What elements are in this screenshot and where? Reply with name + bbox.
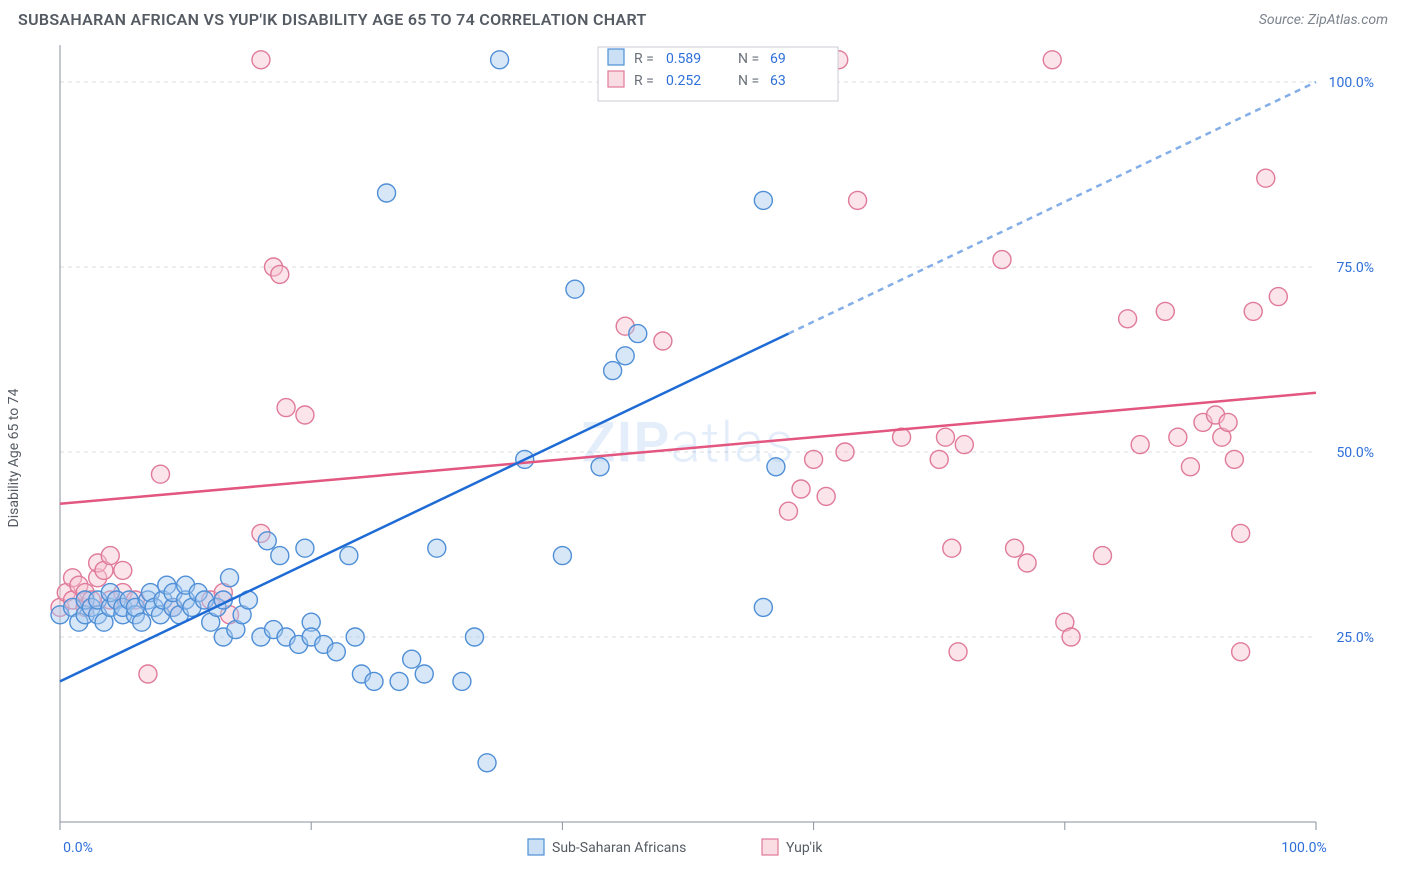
series-a-point <box>390 672 408 690</box>
series-b-point <box>936 428 954 446</box>
y-tick-label: 75.0% <box>1336 260 1374 276</box>
chart-title: SUBSAHARAN AFRICAN VS YUP'IK DISABILITY … <box>18 10 647 29</box>
series-a-point <box>491 51 509 69</box>
series-b-point <box>271 265 289 283</box>
series-a-point <box>327 643 345 661</box>
series-b-point <box>1062 628 1080 646</box>
series-b-point <box>792 480 810 498</box>
y-tick-label: 25.0% <box>1336 630 1374 646</box>
series-b-point <box>654 332 672 350</box>
series-b-point <box>1169 428 1187 446</box>
trendline-a <box>60 334 788 682</box>
source-attribution: Source: ZipAtlas.com <box>1259 12 1388 28</box>
series-b-point <box>1225 450 1243 468</box>
y-tick-label: 50.0% <box>1336 445 1374 461</box>
series-b-point <box>114 561 132 579</box>
series-b-point <box>139 665 157 683</box>
series-b-point <box>1006 539 1024 557</box>
series-b-point <box>101 547 119 565</box>
series-b-point <box>1043 51 1061 69</box>
series-b-point <box>817 487 835 505</box>
series-a-point <box>415 665 433 683</box>
series-b-point <box>1232 524 1250 542</box>
legend-n-label: N = <box>738 51 759 67</box>
series-a-point <box>221 569 239 587</box>
legend-swatch <box>608 49 624 65</box>
series-a-point <box>271 547 289 565</box>
series-b-point <box>779 502 797 520</box>
legend-n-value: 69 <box>770 51 786 67</box>
series-a-point <box>378 184 396 202</box>
series-a-point <box>478 754 496 772</box>
series-b-point <box>993 251 1011 269</box>
legend-r-label: R = <box>634 51 654 67</box>
correlation-scatter-chart: 25.0%50.0%75.0%100.0%0.0%100.0%ZIPatlasR… <box>18 35 1388 880</box>
series-b-point <box>1269 288 1287 306</box>
legend-n-label: N = <box>738 73 759 89</box>
series-a-point <box>365 672 383 690</box>
series-b-point <box>949 643 967 661</box>
series-b-point <box>1244 302 1262 320</box>
series-b-point <box>930 450 948 468</box>
x-tick-label: 0.0% <box>63 840 93 856</box>
series-a-point <box>346 628 364 646</box>
legend-r-value: 0.589 <box>666 51 701 67</box>
series-b-point <box>151 465 169 483</box>
series-b-point <box>1219 413 1237 431</box>
series-b-point <box>252 51 270 69</box>
series-a-point <box>553 547 571 565</box>
legend-series-label: Yup'ik <box>786 840 823 856</box>
y-tick-label: 100.0% <box>1329 75 1374 91</box>
legend-series-label: Sub-Saharan Africans <box>552 840 686 856</box>
legend-swatch <box>608 71 624 87</box>
series-a-point <box>754 598 772 616</box>
series-a-point <box>754 191 772 209</box>
series-a-point <box>591 458 609 476</box>
series-a-point <box>604 362 622 380</box>
legend-swatch <box>528 839 544 855</box>
legend-r-value: 0.252 <box>666 73 701 89</box>
y-axis-label: Disability Age 65 to 74 <box>6 388 22 527</box>
series-a-point <box>616 347 634 365</box>
series-b-point <box>1018 554 1036 572</box>
legend-n-value: 63 <box>770 73 786 89</box>
series-b-point <box>836 443 854 461</box>
series-b-point <box>1093 547 1111 565</box>
legend-swatch <box>762 839 778 855</box>
series-a-point <box>453 672 471 690</box>
trendline-a-extrapolated <box>788 82 1316 334</box>
series-a-point <box>465 628 483 646</box>
series-a-point <box>296 539 314 557</box>
series-b-point <box>849 191 867 209</box>
series-a-point <box>403 650 421 668</box>
series-b-point <box>805 450 823 468</box>
series-b-point <box>1181 458 1199 476</box>
series-b-point <box>1156 302 1174 320</box>
series-a-point <box>767 458 785 476</box>
series-a-point <box>133 613 151 631</box>
x-tick-label: 100.0% <box>1281 840 1326 856</box>
series-a-point <box>566 280 584 298</box>
series-b-point <box>296 406 314 424</box>
series-b-point <box>955 436 973 454</box>
series-b-point <box>277 399 295 417</box>
series-b-point <box>1119 310 1137 328</box>
series-a-point <box>258 532 276 550</box>
series-b-point <box>1257 169 1275 187</box>
series-b-point <box>943 539 961 557</box>
series-b-point <box>1131 436 1149 454</box>
series-a-point <box>340 547 358 565</box>
legend-r-label: R = <box>634 73 654 89</box>
series-a-point <box>629 325 647 343</box>
series-b-point <box>1232 643 1250 661</box>
series-a-point <box>428 539 446 557</box>
